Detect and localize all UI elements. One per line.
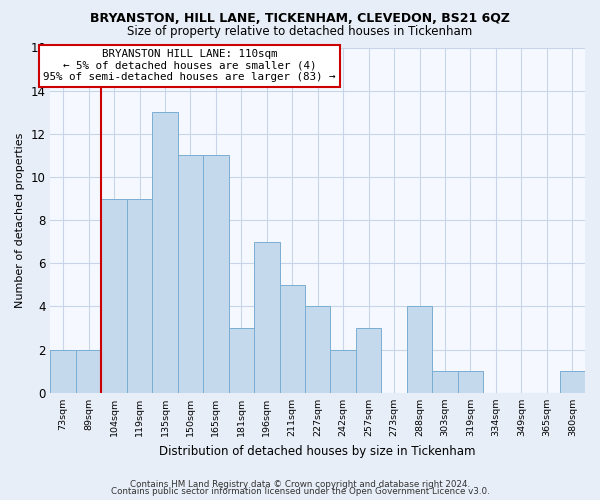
X-axis label: Distribution of detached houses by size in Tickenham: Distribution of detached houses by size …	[160, 444, 476, 458]
Text: Contains public sector information licensed under the Open Government Licence v3: Contains public sector information licen…	[110, 488, 490, 496]
Bar	[203, 156, 229, 393]
Bar	[229, 328, 254, 393]
Bar	[254, 242, 280, 393]
Text: BRYANSTON HILL LANE: 110sqm
← 5% of detached houses are smaller (4)
95% of semi-: BRYANSTON HILL LANE: 110sqm ← 5% of deta…	[43, 49, 335, 82]
Bar	[76, 350, 101, 393]
Bar	[356, 328, 382, 393]
Bar	[432, 371, 458, 393]
Bar	[458, 371, 483, 393]
Bar	[152, 112, 178, 393]
Bar	[305, 306, 331, 393]
Bar	[178, 156, 203, 393]
Bar	[407, 306, 432, 393]
Bar	[560, 371, 585, 393]
Bar	[331, 350, 356, 393]
Text: Size of property relative to detached houses in Tickenham: Size of property relative to detached ho…	[127, 25, 473, 38]
Y-axis label: Number of detached properties: Number of detached properties	[15, 132, 25, 308]
Text: BRYANSTON, HILL LANE, TICKENHAM, CLEVEDON, BS21 6QZ: BRYANSTON, HILL LANE, TICKENHAM, CLEVEDO…	[90, 12, 510, 26]
Bar	[127, 198, 152, 393]
Bar	[280, 285, 305, 393]
Bar	[50, 350, 76, 393]
Text: Contains HM Land Registry data © Crown copyright and database right 2024.: Contains HM Land Registry data © Crown c…	[130, 480, 470, 489]
Bar	[101, 198, 127, 393]
